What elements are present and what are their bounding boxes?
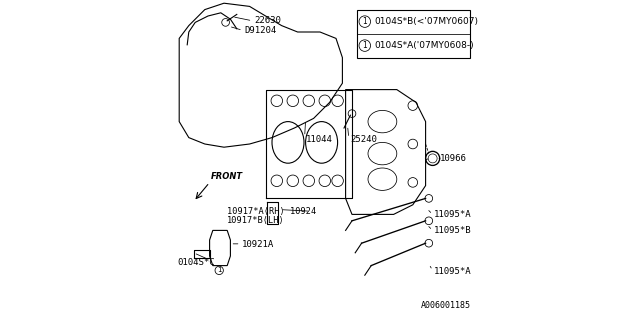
Text: D91204: D91204 [245, 26, 277, 35]
Text: 11095*A: 11095*A [434, 268, 471, 276]
Text: 1: 1 [217, 268, 221, 273]
FancyBboxPatch shape [357, 10, 470, 58]
Text: 10917*A⟨RH⟩ 10924: 10917*A⟨RH⟩ 10924 [227, 207, 316, 216]
Text: 10966: 10966 [440, 154, 467, 163]
Text: 0104S*A('07MY0608-): 0104S*A('07MY0608-) [374, 41, 474, 50]
Text: A006001185: A006001185 [420, 301, 470, 310]
Text: 10921A: 10921A [242, 240, 274, 249]
Text: 11095*A: 11095*A [434, 210, 471, 219]
Text: 1: 1 [362, 41, 367, 50]
Text: 25240: 25240 [351, 135, 377, 144]
Text: 22630: 22630 [254, 16, 281, 25]
Text: 11095*B: 11095*B [434, 226, 471, 235]
Text: FRONT: FRONT [211, 172, 243, 181]
Text: 0104S*B(<'07MY0607): 0104S*B(<'07MY0607) [374, 17, 479, 26]
Text: 10917*B⟨LH⟩: 10917*B⟨LH⟩ [227, 216, 285, 225]
Text: 1: 1 [362, 17, 367, 26]
Text: 0104S*C: 0104S*C [178, 258, 215, 267]
Text: 11044: 11044 [306, 135, 332, 144]
